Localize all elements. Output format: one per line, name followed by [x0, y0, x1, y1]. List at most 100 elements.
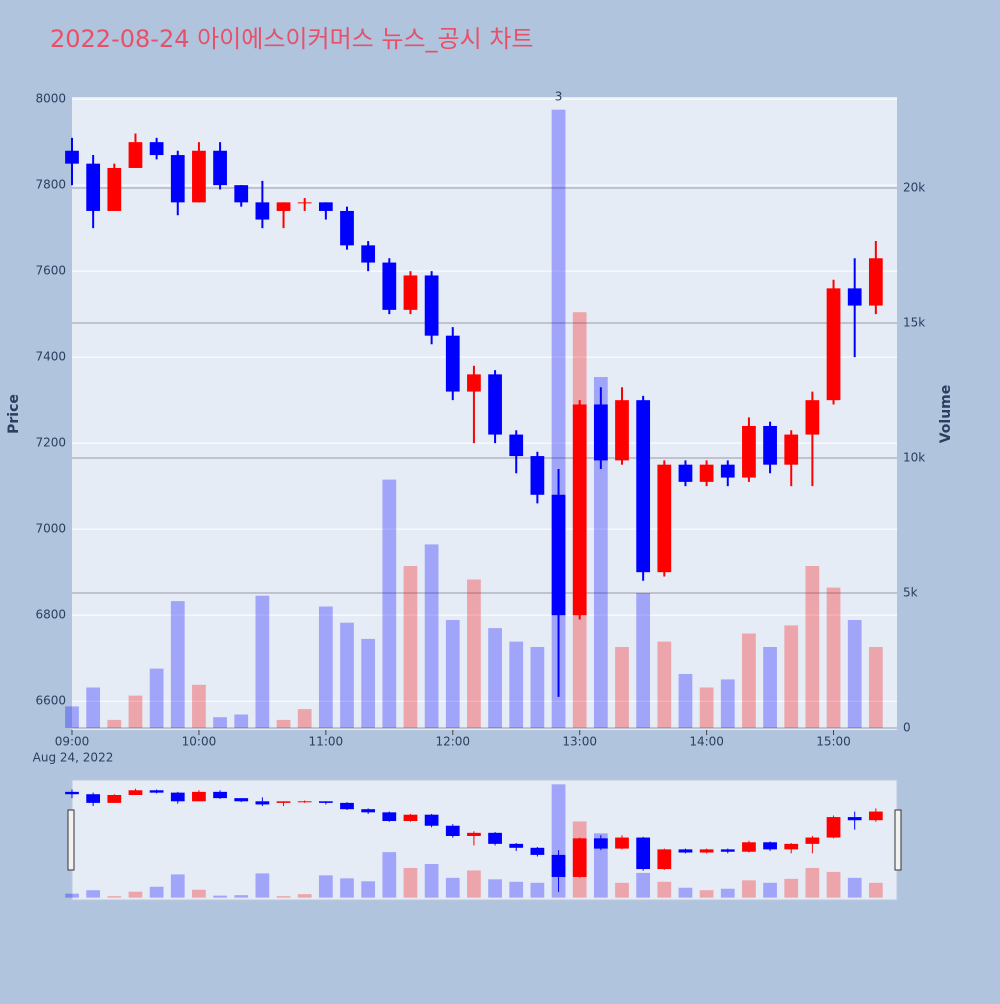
candle-body [593, 404, 608, 461]
candle-body [213, 150, 227, 186]
x-tick-label: 09:00 [55, 735, 90, 749]
y-tick-label: 8000 [35, 92, 66, 106]
volume-bar [276, 719, 291, 729]
slider-candle-body [572, 838, 587, 877]
candle-body [107, 167, 122, 211]
y2-tick-label: 5k [903, 585, 918, 599]
candle-body [805, 400, 820, 435]
slider-volume-bar [297, 894, 312, 898]
y2-tick-label: 20k [903, 180, 925, 194]
range-slider[interactable] [71, 779, 898, 901]
slider-volume-bar [149, 886, 164, 898]
slider-candle-body [276, 801, 291, 803]
slider-volume-bar [403, 867, 418, 898]
slider-candle-body [128, 790, 143, 796]
slider-volume-bar [65, 893, 79, 898]
slider-candle-body [615, 837, 629, 849]
volume-bar [297, 709, 312, 729]
volume-bar [467, 579, 481, 729]
slider-candle-body [784, 843, 799, 850]
volume-bar [847, 619, 862, 729]
slider-volume-bar [361, 881, 376, 898]
annotation: 3 [555, 90, 563, 104]
slider-volume-bar [86, 890, 101, 898]
slider-candle-body [86, 794, 101, 803]
slider-candle-body [805, 837, 820, 844]
candle-body [636, 400, 651, 573]
slider-candle-body [868, 811, 883, 821]
slider-volume-bar [424, 863, 439, 898]
slider-candle-body [170, 792, 185, 802]
slider-volume-bar [699, 890, 714, 898]
slider-candle-body [551, 854, 566, 877]
slider-volume-bar [128, 891, 143, 898]
slider-candle-body [530, 847, 545, 855]
volume-bar [234, 714, 249, 729]
x-tick-label: 13:00 [562, 735, 597, 749]
slider-handle[interactable] [894, 809, 902, 871]
slider-candle-body [445, 825, 460, 836]
y-tick-label: 6600 [35, 694, 66, 708]
slider-candle-body [403, 814, 418, 822]
candle-body [847, 288, 862, 306]
slider-candle-body [340, 802, 354, 810]
slider-volume-bar [192, 889, 206, 898]
slider-candle-body [192, 791, 206, 802]
candle-body [65, 150, 79, 164]
slider-candle-body [382, 812, 397, 822]
candle-body [678, 464, 693, 482]
volume-bar [318, 606, 333, 729]
x-tick-label: 14:00 [689, 735, 724, 749]
candle-body [86, 163, 101, 211]
slider-volume-bar [805, 867, 820, 898]
slider-candle-body [636, 837, 651, 870]
slider-candle-body [65, 791, 79, 795]
slider-volume-bar [636, 872, 651, 898]
candle-body [424, 275, 439, 336]
volume-bar [255, 595, 270, 729]
plot-area [72, 97, 897, 730]
volume-bar [65, 706, 79, 729]
volume-bar [763, 647, 777, 729]
slider-volume-bar [847, 877, 862, 898]
candle-body [128, 142, 143, 168]
volume-bar [615, 647, 629, 729]
candle-body [720, 464, 735, 478]
slider-candle-body [297, 801, 312, 803]
candle-body [699, 464, 714, 482]
slider-volume-bar [445, 877, 460, 898]
candle-body [192, 150, 206, 203]
candle-body [657, 464, 672, 573]
slider-candle-body [509, 843, 524, 848]
candle-body [615, 400, 629, 461]
slider-volume-bar [488, 879, 502, 898]
candle-body [361, 245, 376, 263]
volume-bar [361, 638, 376, 729]
slider-volume-bar [530, 882, 545, 898]
slider-volume-bar [382, 852, 397, 898]
candle-body [340, 210, 354, 246]
x-tick-label: 11:00 [309, 735, 344, 749]
volume-bar [826, 587, 841, 729]
candle-body [234, 185, 249, 203]
slider-volume-bar [615, 882, 629, 898]
slider-volume-bar [868, 882, 883, 898]
candle-body [382, 262, 397, 310]
candle-body [318, 202, 333, 211]
volume-bar [636, 592, 651, 729]
candle-body [551, 494, 566, 616]
y-tick-label: 7200 [35, 436, 66, 450]
volume-bar [720, 679, 735, 729]
slider-volume-bar [170, 874, 185, 898]
volume-bar [86, 687, 101, 729]
candle-body [297, 202, 312, 204]
slider-volume-bar [318, 875, 333, 898]
volume-bar [742, 633, 756, 729]
slider-candle-body [318, 801, 333, 803]
candle-body [868, 258, 883, 306]
slider-candle-body [255, 801, 270, 805]
slider-candle-body [678, 849, 693, 853]
volume-bar [530, 647, 545, 729]
slider-candle-body [720, 849, 735, 852]
slider-handle[interactable] [67, 809, 75, 871]
